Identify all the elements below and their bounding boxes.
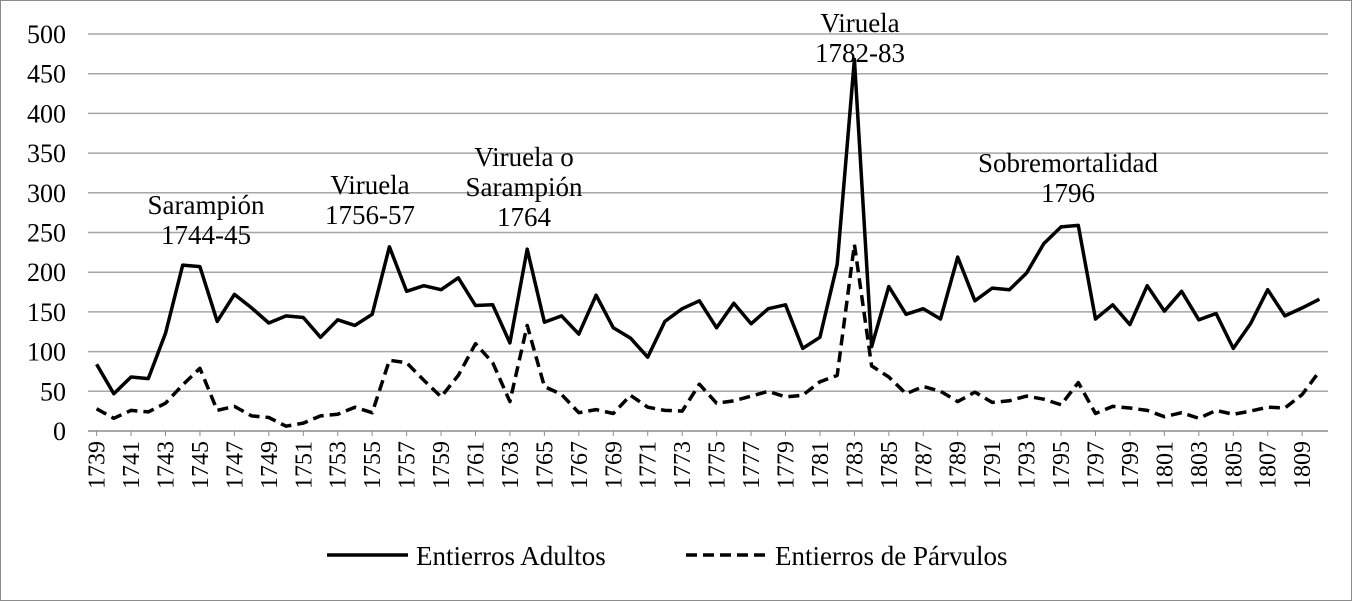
x-tick-label: 1751 [291,441,317,489]
annotation-text: Sarampión [466,172,583,202]
y-tick-label: 50 [40,377,66,406]
x-tick-label: 1773 [670,441,696,489]
x-axis: 1739 1741 1743 1745 1747 1749 1751 1753 1755 1757… [85,431,1316,489]
x-tick-label: 1803 [1187,441,1213,489]
x-tick-label: 1771 [636,441,662,489]
x-tick-label: 1745 [188,441,214,489]
x-tick-label: 1739 [85,441,111,489]
y-tick-label: 150 [27,298,66,327]
x-tick-label: 1781 [808,441,834,489]
annotation-text: 1796 [1041,178,1095,208]
x-tick-label: 1761 [464,441,490,489]
x-tick-label: 1805 [1221,441,1247,489]
series-line-adultos [95,57,1321,396]
annotation-text: 1756-57 [325,200,415,230]
y-tick-label: 200 [27,258,66,287]
annotation-text: Sobremortalidad [978,148,1158,178]
x-tick-label: 1793 [1015,441,1041,489]
x-tick-label: 1743 [154,441,180,489]
x-tick-label: 1749 [257,441,283,489]
annotation-text: Viruela [820,8,899,38]
legend: Entierros Adultos Entierros de Párvulos [327,541,1007,571]
y-tick-label: 250 [27,219,66,248]
annotation-text: 1744-45 [161,220,251,250]
y-tick-label: 350 [27,139,66,168]
series-line-parvulos [95,242,1321,428]
x-tick-label: 1783 [842,441,868,489]
x-tick-label: 1741 [119,441,145,489]
y-tick-label: 0 [53,417,66,446]
x-tick-label: 1785 [877,441,903,489]
x-tick-label: 1801 [1152,441,1178,489]
series-lines [95,57,1321,428]
y-tick-label: 500 [27,20,66,49]
x-tick-label: 1791 [980,441,1006,489]
x-tick-label: 1775 [705,441,731,489]
x-tick-label: 1797 [1084,441,1110,489]
y-tick-label: 400 [27,99,66,128]
x-tick-label: 1765 [532,441,558,489]
x-tick-label: 1809 [1290,441,1316,489]
annotation-text: 1764 [497,202,552,232]
annotation-text: Viruela [330,170,409,200]
x-tick-label: 1747 [222,441,248,489]
annotation-text: Sarampión [148,190,265,220]
x-tick-label: 1759 [429,441,455,489]
legend-label-parvulos: Entierros de Párvulos [775,541,1007,571]
x-tick-label: 1807 [1256,441,1282,489]
x-tick-label: 1757 [395,441,421,489]
x-tick-label: 1753 [326,441,352,489]
x-tick-label: 1789 [946,441,972,489]
annotation-text: Viruela o [474,142,574,172]
x-tick-label: 1795 [1049,441,1075,489]
y-tick-label: 300 [27,179,66,208]
x-tick-label: 1799 [1118,441,1144,489]
x-tick-label: 1787 [911,441,937,489]
x-tick-label: 1763 [498,441,524,489]
x-tick-label: 1767 [567,441,593,489]
y-tick-label: 100 [27,338,66,367]
annotation-text: 1782-83 [815,38,905,68]
legend-label-adultos: Entierros Adultos [416,541,606,571]
x-tick-label: 1755 [360,441,386,489]
y-tick-label: 450 [27,60,66,89]
gridlines [88,33,1328,432]
y-axis: 0 50 100 150 200 250 300 350 400 450 500 [27,20,66,446]
x-tick-label: 1769 [601,441,627,489]
x-tick-label: 1779 [774,441,800,489]
x-tick-label: 1777 [739,441,765,489]
